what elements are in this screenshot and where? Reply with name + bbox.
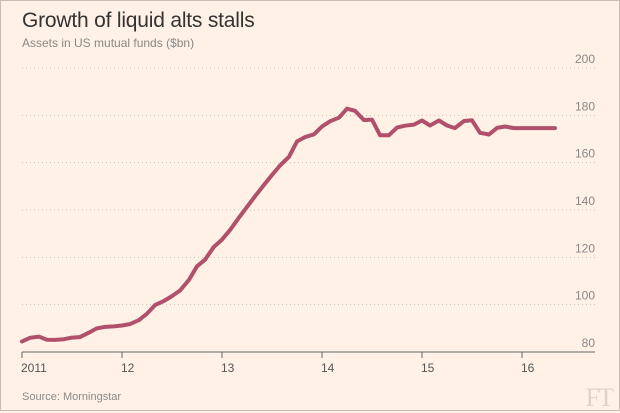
x-tick-label: 13 — [221, 361, 235, 375]
x-tick-label: 15 — [421, 361, 435, 375]
y-tick-label: 180 — [575, 99, 595, 113]
x-tick-label: 2011 — [21, 361, 47, 375]
chart-subtitle: Assets in US mutual funds ($bn) — [22, 36, 195, 50]
x-tick-label: 12 — [121, 361, 135, 375]
source-note: Source: Morningstar — [22, 391, 122, 403]
ft-logo: FT — [585, 383, 614, 412]
y-tick-label: 160 — [575, 147, 595, 161]
y-tick-label: 80 — [582, 336, 596, 350]
x-tick-label: 14 — [321, 361, 335, 375]
y-tick-label: 200 — [575, 52, 595, 66]
chart-title: Growth of liquid alts stalls — [22, 9, 255, 32]
series-line — [20, 106, 557, 344]
y-tick-label: 140 — [575, 194, 595, 208]
y-tick-label: 120 — [575, 241, 595, 255]
x-tick-label: 16 — [521, 361, 535, 375]
y-tick-label: 100 — [575, 289, 595, 303]
